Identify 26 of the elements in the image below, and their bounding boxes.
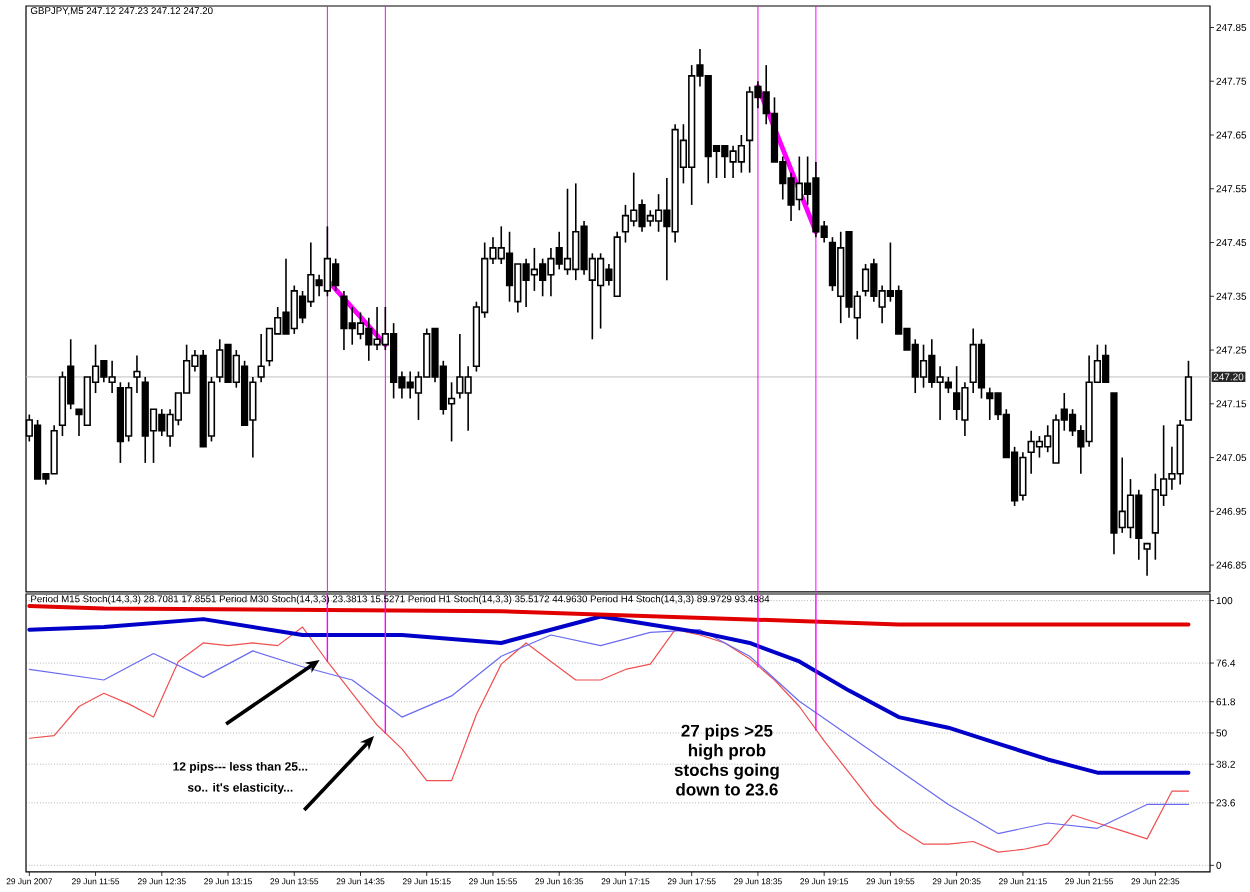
candlestick: [365, 316, 373, 362]
candlestick: [928, 338, 936, 389]
candlestick: [133, 354, 141, 394]
candlestick: [1135, 489, 1143, 561]
candlestick: [961, 381, 969, 437]
candlestick: [373, 306, 381, 351]
candlestick: [108, 360, 116, 394]
candlestick: [1085, 354, 1093, 448]
candlestick: [870, 257, 878, 303]
candlestick: [158, 408, 166, 437]
candlestick: [1176, 419, 1184, 486]
candlestick: [671, 123, 679, 244]
candlestick: [729, 144, 737, 179]
candlestick: [522, 257, 530, 308]
candlestick: [340, 290, 348, 351]
candlestick: [464, 365, 472, 432]
candlestick: [837, 230, 845, 324]
candlestick: [986, 386, 994, 421]
candlestick: [1027, 429, 1035, 475]
candlestick: [290, 284, 298, 335]
candlestick: [141, 376, 149, 464]
line-series: [27, 603, 1191, 627]
candlestick: [1019, 451, 1027, 502]
annotation: 27 pips >25 high prob stochs going down to 23.6: [674, 724, 779, 796]
candlestick: [547, 247, 555, 298]
candlestick: [572, 182, 580, 281]
